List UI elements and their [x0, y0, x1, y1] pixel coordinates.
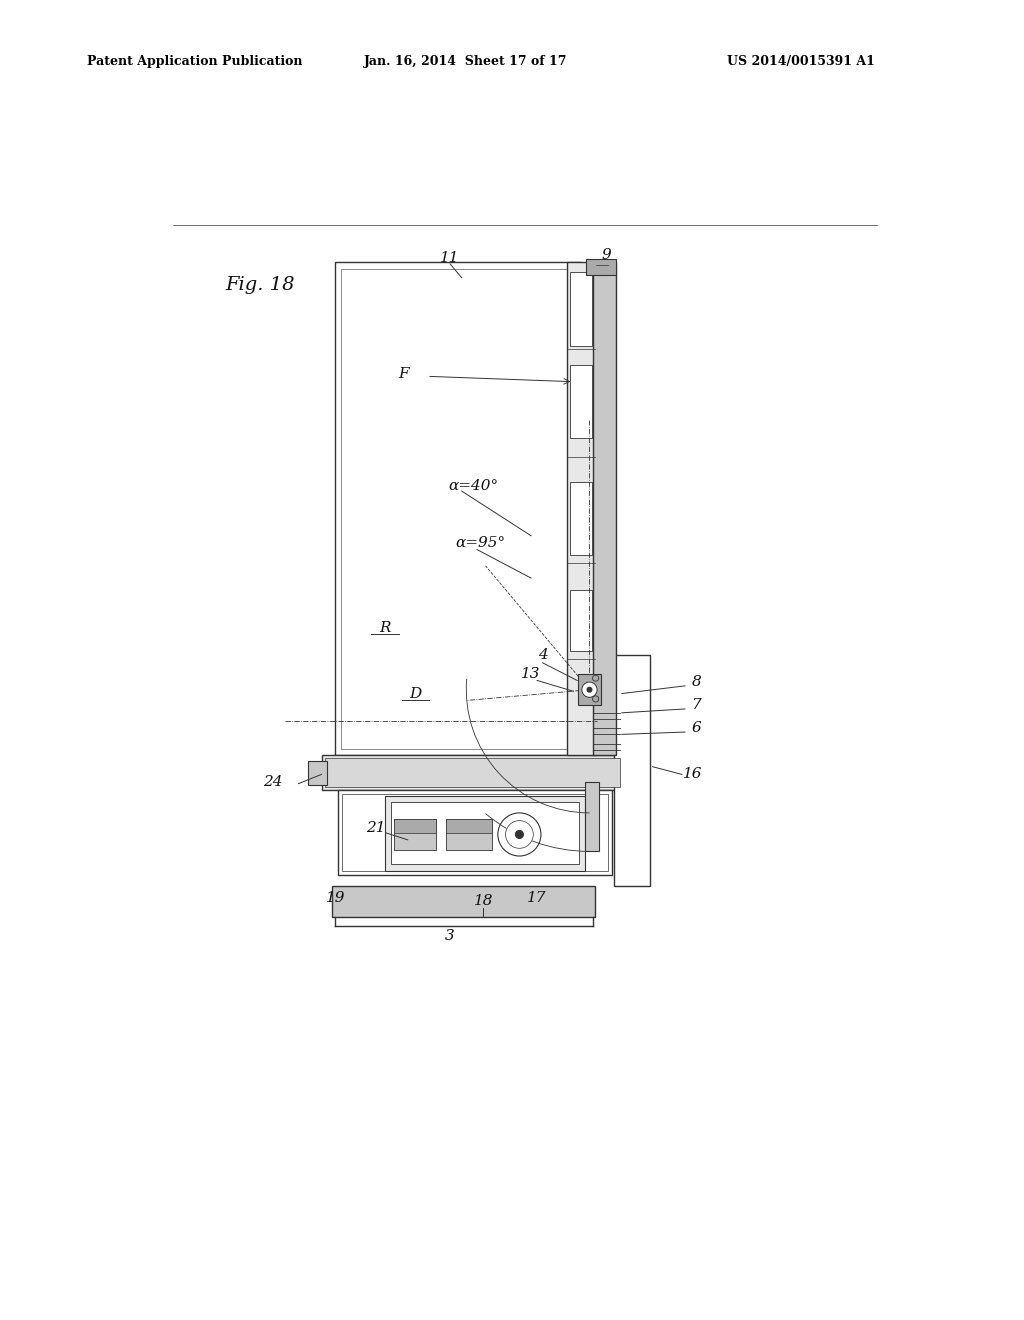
- Bar: [446, 818, 493, 833]
- Text: α=95°: α=95°: [456, 536, 506, 550]
- Text: 7: 7: [691, 698, 701, 711]
- Circle shape: [582, 682, 597, 697]
- Bar: [614, 655, 650, 886]
- Text: 17: 17: [527, 891, 547, 904]
- Bar: [570, 482, 592, 554]
- Bar: [394, 818, 436, 850]
- Bar: [578, 675, 601, 705]
- Bar: [339, 789, 611, 875]
- Circle shape: [587, 688, 592, 692]
- Bar: [333, 886, 595, 917]
- Bar: [570, 364, 592, 438]
- Text: Patent Application Publication: Patent Application Publication: [87, 55, 302, 69]
- Bar: [570, 590, 592, 651]
- Bar: [446, 818, 493, 850]
- Text: 8: 8: [691, 675, 701, 689]
- Text: Fig. 18: Fig. 18: [225, 276, 295, 294]
- Bar: [570, 272, 592, 346]
- Text: 9: 9: [601, 248, 611, 261]
- Text: F: F: [398, 367, 410, 381]
- Circle shape: [506, 821, 534, 849]
- Bar: [391, 803, 579, 865]
- Bar: [335, 263, 581, 755]
- Bar: [322, 755, 624, 789]
- Text: 3: 3: [445, 929, 455, 942]
- Text: US 2014/0015391 A1: US 2014/0015391 A1: [727, 55, 874, 69]
- Text: 4: 4: [538, 648, 548, 663]
- Bar: [342, 793, 608, 871]
- Bar: [341, 268, 574, 748]
- Circle shape: [515, 830, 523, 838]
- Text: 13: 13: [521, 668, 541, 681]
- Text: R: R: [379, 622, 390, 635]
- Text: 6: 6: [691, 721, 701, 735]
- Text: Jan. 16, 2014  Sheet 17 of 17: Jan. 16, 2014 Sheet 17 of 17: [364, 55, 567, 69]
- Text: 18: 18: [473, 895, 493, 908]
- Text: 24: 24: [263, 775, 283, 789]
- Bar: [307, 762, 327, 785]
- Bar: [587, 259, 615, 276]
- Text: 16: 16: [683, 767, 702, 781]
- Text: 11: 11: [440, 252, 460, 265]
- Text: 19: 19: [326, 891, 345, 904]
- Bar: [567, 263, 595, 755]
- Text: 21: 21: [366, 821, 385, 836]
- Bar: [394, 818, 436, 833]
- Bar: [385, 796, 585, 871]
- Text: D: D: [410, 686, 422, 701]
- Bar: [585, 781, 599, 851]
- Text: α=40°: α=40°: [449, 479, 499, 492]
- Bar: [593, 263, 615, 755]
- Bar: [326, 758, 620, 787]
